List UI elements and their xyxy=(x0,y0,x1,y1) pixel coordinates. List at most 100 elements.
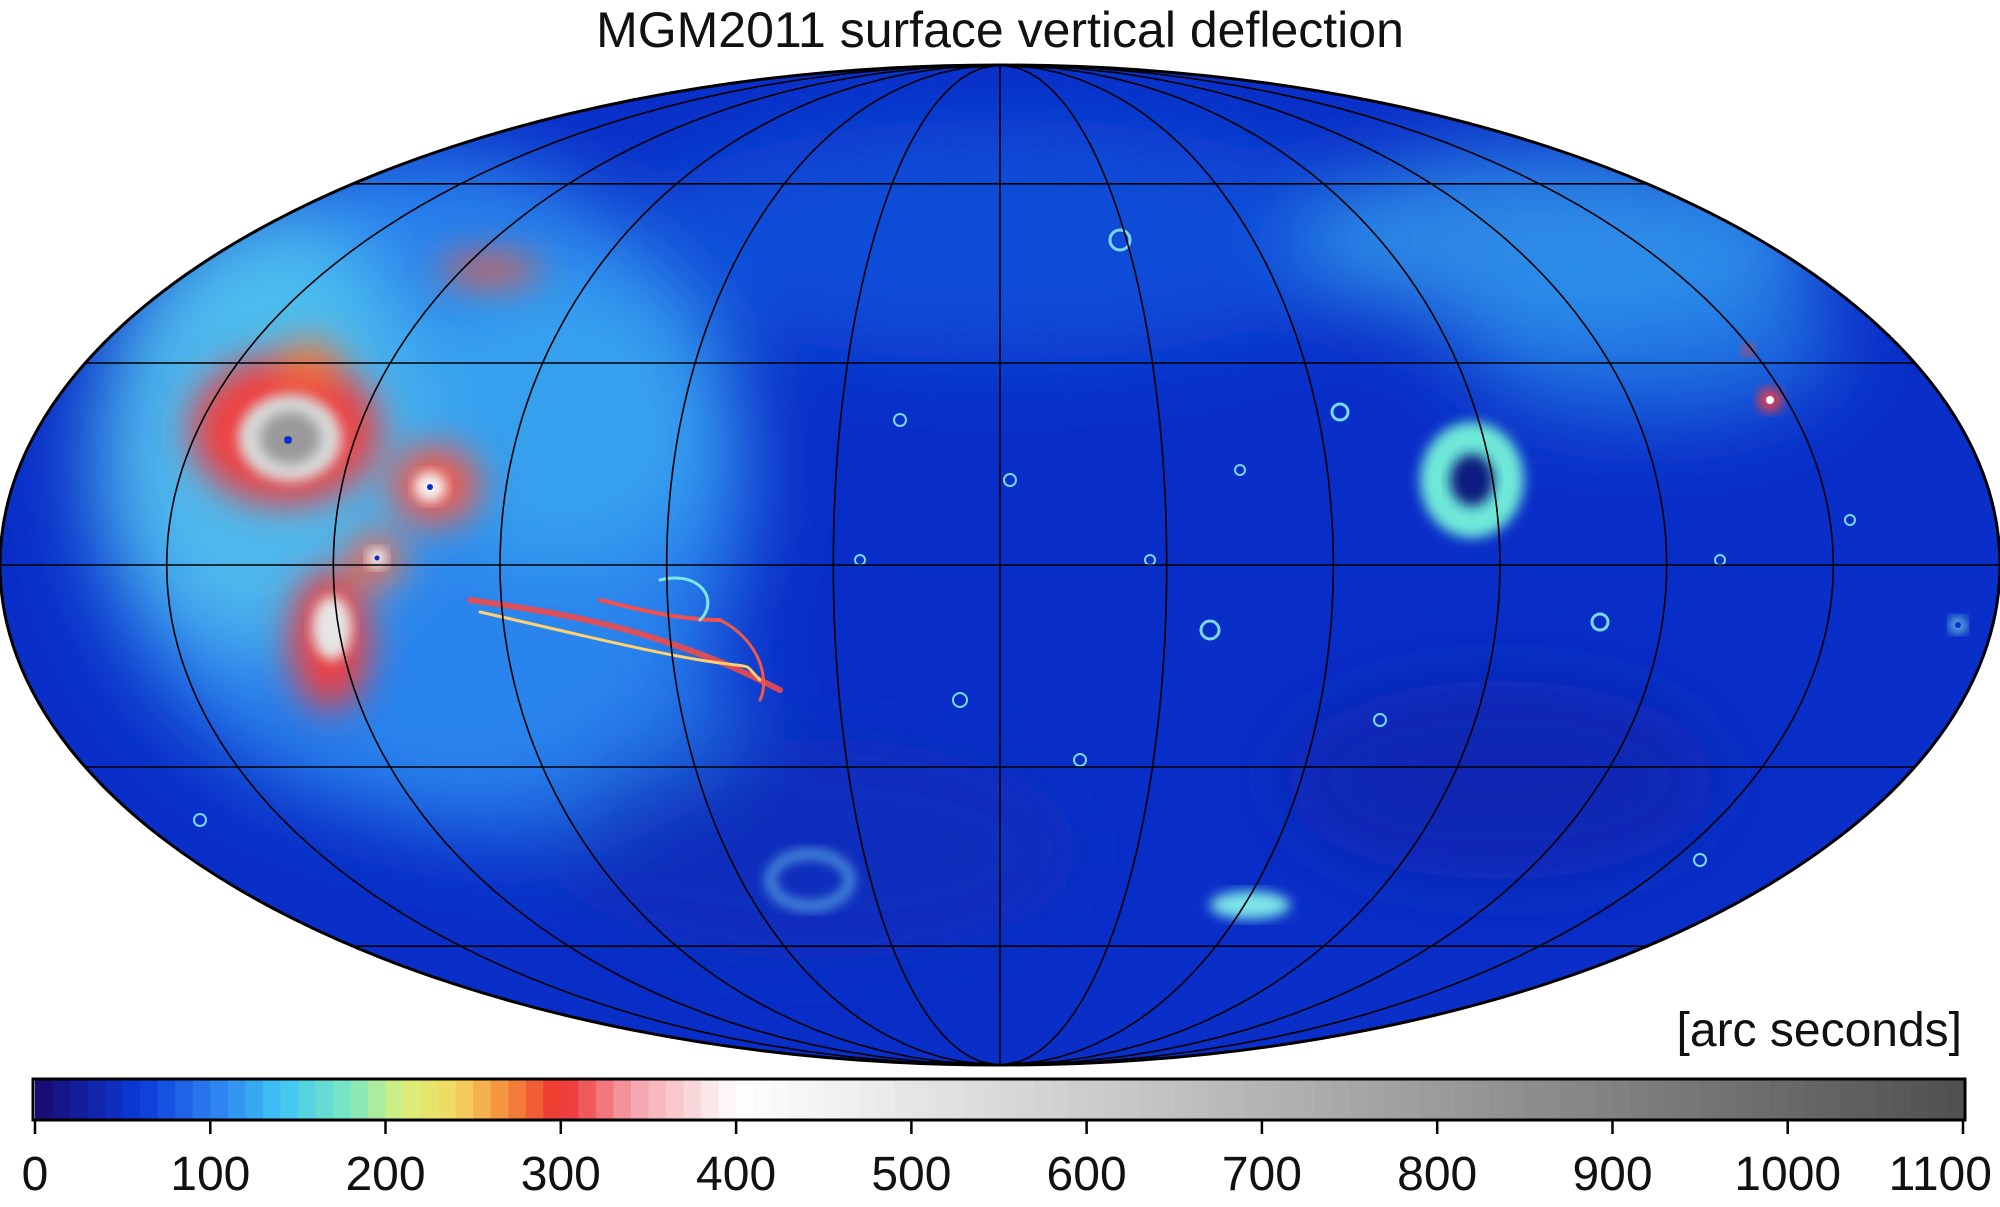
colorbar-segment xyxy=(70,1080,89,1119)
colorbar-segment xyxy=(1647,1080,1666,1119)
colorbar-segment xyxy=(122,1080,141,1119)
colorbar-segment xyxy=(403,1080,422,1119)
colorbar-segment xyxy=(771,1080,790,1119)
colorbar-segment xyxy=(297,1080,317,1119)
colorbar-segment xyxy=(1051,1080,1070,1119)
colorbar-segment xyxy=(736,1080,755,1119)
colorbar-segment xyxy=(981,1080,1000,1119)
colorbar-segment xyxy=(490,1080,509,1119)
colorbar-tick-label: 200 xyxy=(345,1148,426,1201)
colorbar-segment xyxy=(683,1080,702,1119)
colorbar-segment xyxy=(1191,1080,1210,1119)
colorbar-segment xyxy=(1156,1080,1175,1119)
colorbar-segment xyxy=(963,1080,983,1119)
globe-outline xyxy=(0,63,2000,1067)
colorbar-segment xyxy=(1139,1080,1158,1119)
colorbar-segment xyxy=(262,1080,281,1119)
colorbar-segment xyxy=(1419,1080,1438,1119)
colorbar-segment xyxy=(1104,1080,1123,1119)
colorbar-segment xyxy=(157,1080,176,1119)
colorbar-segment xyxy=(245,1080,264,1119)
colorbar-segment xyxy=(858,1080,877,1119)
colorbar-segment xyxy=(1735,1080,1754,1119)
elysium-region xyxy=(1420,344,1966,633)
colorbar-segment xyxy=(1384,1080,1403,1119)
colorbar-segment xyxy=(1682,1080,1701,1119)
colorbar-tick-label: 700 xyxy=(1221,1148,1302,1201)
colorbar-segment xyxy=(911,1080,930,1119)
colorbar-segment xyxy=(1612,1080,1631,1119)
colorbar-segment xyxy=(1770,1080,1789,1119)
colorbar-segment xyxy=(1717,1080,1736,1119)
colorbar-segment xyxy=(1857,1080,1876,1119)
valles-marineris xyxy=(467,576,783,702)
colorbar-segment xyxy=(876,1080,895,1119)
colorbar-segment xyxy=(1524,1080,1543,1119)
colorbar-segment xyxy=(1910,1080,1929,1119)
colorbar-segment xyxy=(630,1080,650,1119)
colorbar-segment xyxy=(1489,1080,1508,1119)
colorbar-segment xyxy=(1787,1080,1806,1119)
colorbar-segment xyxy=(1805,1080,1824,1119)
colorbar-segment xyxy=(210,1080,229,1119)
colorbar-tick-label: 600 xyxy=(1046,1148,1127,1201)
colorbar-segment xyxy=(543,1080,562,1119)
colorbar-segment xyxy=(350,1080,369,1119)
colorbar-segment xyxy=(1314,1080,1333,1119)
colorbar-segment xyxy=(455,1080,474,1119)
colorbar-segment xyxy=(841,1080,860,1119)
colorbar-tick-label: 0 xyxy=(21,1148,49,1201)
colorbar-tick-label: 1100 xyxy=(1888,1148,1992,1201)
colorbar-segment xyxy=(525,1080,544,1119)
colorbar-segment xyxy=(1121,1080,1140,1119)
colorbar-segment xyxy=(928,1080,948,1119)
colorbar-segment xyxy=(999,1080,1018,1119)
colorbar-segment xyxy=(1244,1080,1263,1119)
colorbar-segment xyxy=(1927,1080,1947,1119)
colorbar-segment xyxy=(35,1080,54,1119)
colorbar-segment xyxy=(227,1080,246,1119)
colorbar-segment xyxy=(175,1080,194,1119)
colorbar-segment xyxy=(823,1080,842,1119)
colorbar-segment xyxy=(420,1080,439,1119)
colorbar-segment xyxy=(280,1080,299,1119)
colorbar-segment xyxy=(1261,1080,1281,1119)
colorbar-segment xyxy=(473,1080,492,1119)
colorbar-segment xyxy=(1822,1080,1841,1119)
colorbar-segment xyxy=(87,1080,106,1119)
colorbar-frame xyxy=(31,1077,1967,1122)
colorbar-segment xyxy=(438,1080,457,1119)
colorbar-segment xyxy=(1875,1080,1894,1119)
colorbar-segment xyxy=(788,1080,807,1119)
colorbar-segment xyxy=(1332,1080,1351,1119)
colorbar-segment xyxy=(368,1080,387,1119)
colorbar-segment xyxy=(1367,1080,1386,1119)
colorbar-segment xyxy=(701,1080,720,1119)
colorbar-tick-label: 100 xyxy=(170,1148,251,1201)
colorbar-segment xyxy=(613,1080,632,1119)
colorbar-tick-label: 1000 xyxy=(1734,1148,1842,1201)
colorbar-segment xyxy=(332,1080,352,1119)
colorbar-segment xyxy=(1542,1080,1561,1119)
colorbar-segment xyxy=(1296,1080,1316,1119)
colorbar-tick-label: 500 xyxy=(871,1148,952,1201)
colorbar-segment xyxy=(1349,1080,1368,1119)
colorbar-segment xyxy=(718,1080,737,1119)
colorbar-segment xyxy=(1086,1080,1105,1119)
colorbar-segment xyxy=(508,1080,527,1119)
map-title: MGM2011 surface vertical deflection xyxy=(596,2,1404,58)
colorbar-segments xyxy=(35,1080,1964,1119)
colorbar-segment xyxy=(1577,1080,1596,1119)
colorbar-segment xyxy=(753,1080,772,1119)
colorbar-segment xyxy=(560,1080,579,1119)
colorbar-segment xyxy=(1174,1080,1193,1119)
colorbar-tick-label: 900 xyxy=(1572,1148,1653,1201)
colorbar-segment xyxy=(648,1080,667,1119)
colorbar-segment xyxy=(1629,1080,1649,1119)
colorbar-segment xyxy=(1437,1080,1456,1119)
colorbar-segment xyxy=(315,1080,334,1119)
colorbar-segment xyxy=(105,1080,124,1119)
colorbar-segment xyxy=(1226,1080,1245,1119)
